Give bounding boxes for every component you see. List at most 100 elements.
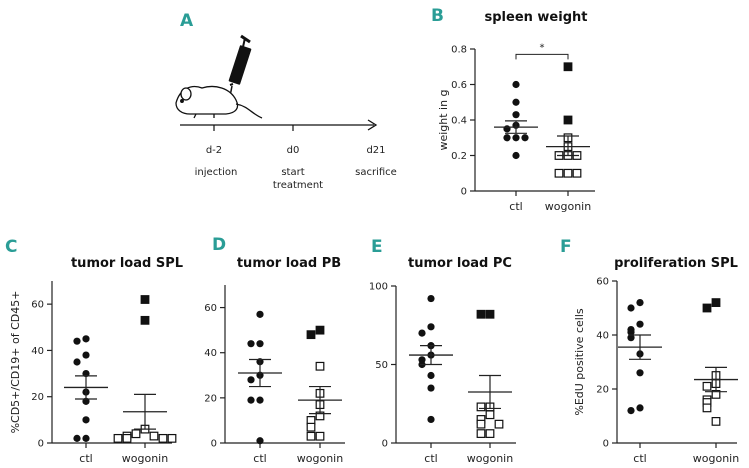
panel-letter-c: C [5, 237, 17, 257]
data-point [503, 125, 511, 133]
x-category-label: ctl [424, 452, 437, 465]
data-point [563, 115, 573, 125]
data-point [563, 168, 573, 178]
data-point [315, 361, 325, 371]
data-point [476, 309, 486, 319]
data-point [158, 433, 168, 443]
timeline-arrowhead [367, 119, 378, 131]
y-axis-label-b: weight in g [437, 89, 450, 150]
chart-title-e: tumor load PC [408, 256, 512, 271]
data-point [113, 433, 123, 443]
x-category-label: ctl [79, 452, 92, 465]
data-point [122, 433, 132, 443]
panel-letter-d: D [212, 235, 226, 255]
timeline-label-1: injection [195, 167, 238, 178]
data-point [572, 168, 582, 178]
data-point [485, 410, 495, 420]
data-point [702, 303, 712, 313]
data-point [636, 369, 644, 377]
data-point [73, 434, 81, 442]
data-point [554, 168, 564, 178]
data-point [140, 295, 150, 304]
x-category-label: wogonin [122, 452, 168, 465]
data-point [503, 134, 511, 142]
y-tick-label: 40 [31, 346, 44, 357]
chart-title-c: tumor load SPL [71, 256, 183, 271]
data-point [563, 62, 573, 72]
data-point [636, 404, 644, 412]
data-point [315, 325, 325, 335]
data-point [494, 419, 504, 429]
x-category-label: wogonin [467, 452, 513, 465]
data-point [512, 151, 520, 160]
x-category-label: wogonin [693, 452, 739, 465]
data-point [427, 415, 435, 424]
timeline-day-1: d-2 [206, 145, 222, 156]
x-category-label: wogonin [297, 452, 343, 465]
y-tick-label: 20 [596, 385, 609, 396]
data-point [711, 417, 721, 426]
y-tick-label: 0.4 [451, 116, 467, 127]
data-point [627, 304, 635, 312]
panel-letter-e: E [371, 237, 383, 257]
data-point [247, 340, 255, 348]
y-tick-label: 0 [382, 439, 388, 450]
data-point [247, 376, 255, 384]
data-point [702, 381, 712, 391]
y-tick-label: 0 [461, 187, 467, 198]
data-point [73, 337, 81, 345]
data-point [167, 433, 177, 443]
timeline-label-3: sacrifice [355, 167, 397, 178]
y-tick-label: 0.2 [451, 151, 467, 162]
data-point [82, 335, 90, 343]
data-point [82, 416, 90, 424]
data-point [512, 134, 520, 142]
timeline-day-3: d21 [366, 145, 385, 156]
data-point [627, 334, 635, 342]
data-point [427, 294, 435, 303]
y-tick-label: 0 [38, 439, 44, 450]
y-tick-label: 100 [369, 282, 388, 293]
data-point [418, 329, 426, 337]
chart-title-f: proliferation SPL [614, 256, 738, 271]
data-point [256, 310, 264, 318]
x-category-label: ctl [633, 452, 646, 465]
data-point [427, 323, 435, 331]
y-tick-label: 40 [204, 348, 217, 359]
data-point [256, 437, 264, 445]
data-point [306, 422, 316, 432]
data-point [131, 429, 141, 439]
y-tick-label: 60 [596, 277, 609, 288]
y-axis-label-c: %CD5+/CD19+ of CD45+ [9, 291, 22, 434]
data-point [636, 320, 644, 328]
y-tick-label: 0 [603, 439, 609, 450]
panel-a: A d-2 injection d0 start treatment d21 s… [175, 11, 397, 191]
y-tick-label: 40 [596, 331, 609, 342]
y-tick-label: 20 [204, 393, 217, 404]
data-point [306, 431, 316, 441]
significance-star: * [540, 42, 545, 53]
data-point [73, 358, 81, 366]
data-point [140, 315, 150, 325]
data-point [315, 431, 325, 441]
data-point [627, 407, 635, 415]
data-point [702, 403, 712, 413]
chart-title-b: spleen weight [485, 10, 588, 25]
y-axis-label-f: %EdU positive cells [573, 308, 586, 416]
x-category-label: ctl [253, 452, 266, 465]
timeline-label-2: start [281, 167, 304, 178]
chart-title-d: tumor load PB [237, 256, 341, 271]
significance-bracket [515, 53, 569, 60]
data-point [82, 351, 90, 359]
y-tick-label: 0.6 [451, 80, 467, 91]
y-tick-label: 0 [211, 439, 217, 450]
y-tick-label: 60 [31, 300, 44, 311]
data-point [512, 80, 520, 89]
data-point [627, 328, 635, 336]
data-point [485, 429, 495, 438]
